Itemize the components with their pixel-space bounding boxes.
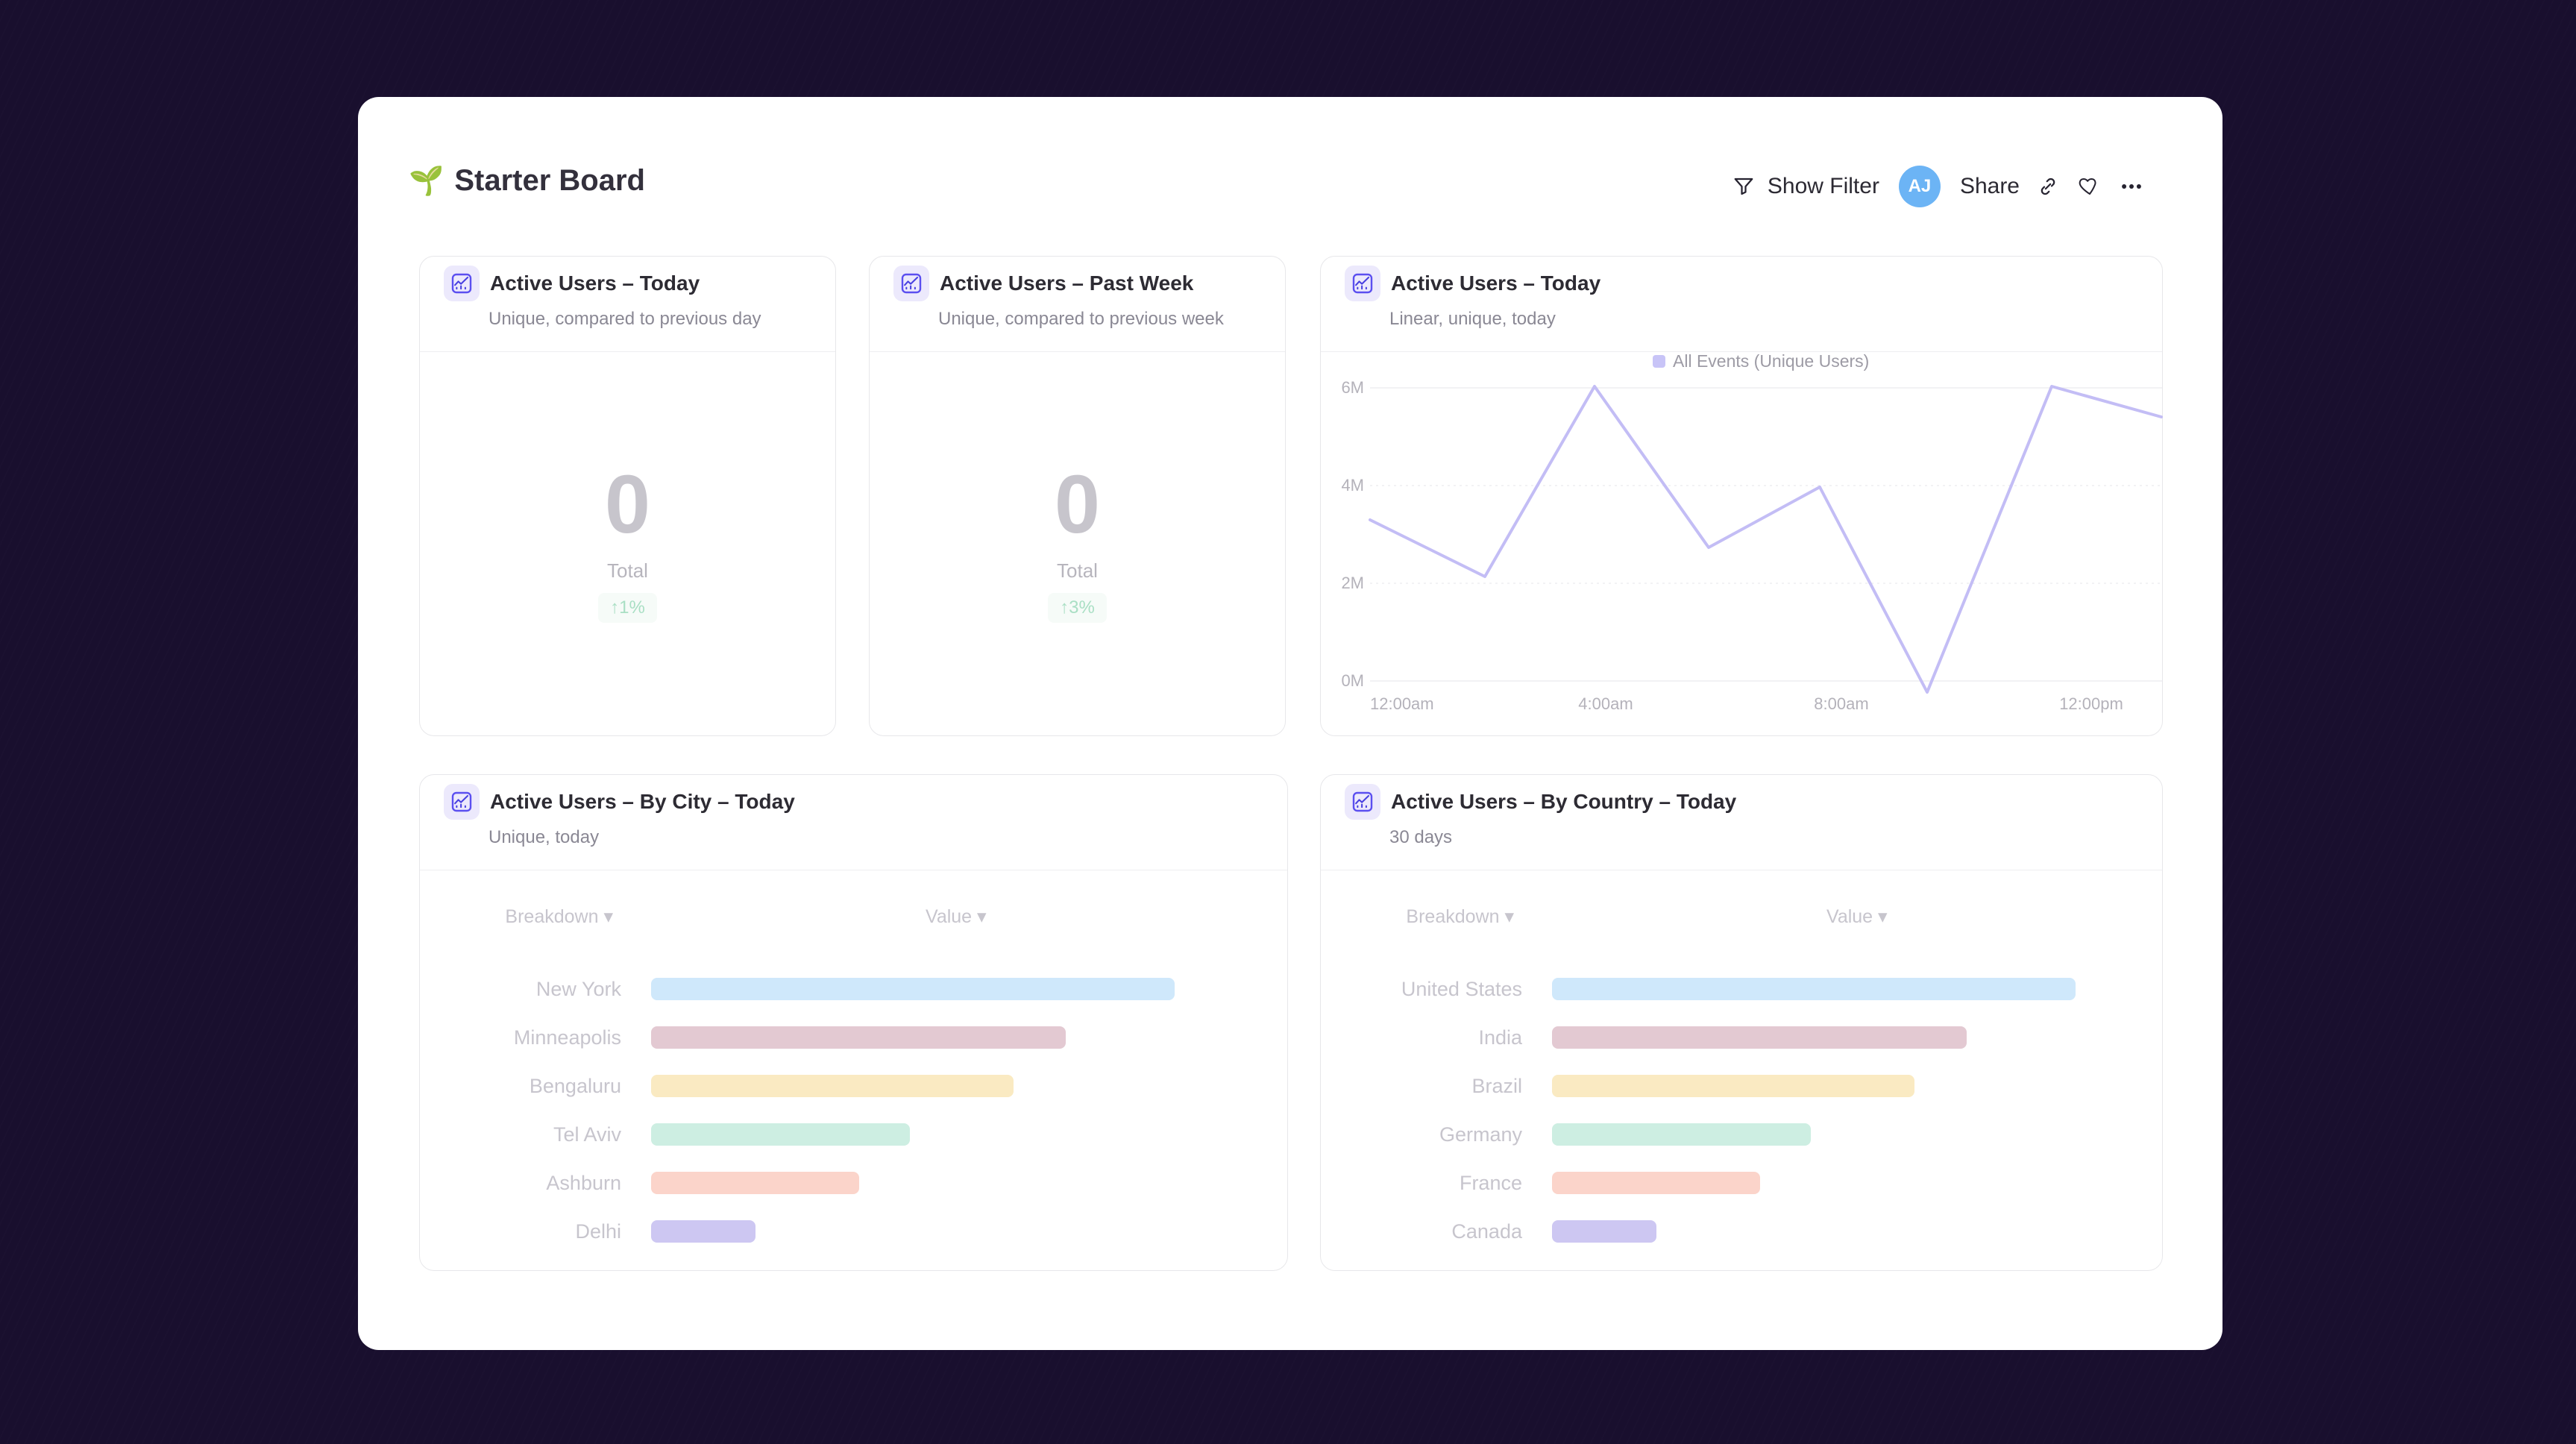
- svg-text:2M: 2M: [1341, 574, 1364, 592]
- svg-text:0M: 0M: [1341, 671, 1364, 690]
- svg-text:8:00am: 8:00am: [1814, 694, 1868, 713]
- svg-text:4:00am: 4:00am: [1578, 694, 1633, 713]
- svg-text:12:00am: 12:00am: [1370, 694, 1434, 713]
- svg-text:4M: 4M: [1341, 476, 1364, 495]
- svg-text:12:00pm: 12:00pm: [2059, 694, 2123, 713]
- svg-text:6M: 6M: [1341, 378, 1364, 397]
